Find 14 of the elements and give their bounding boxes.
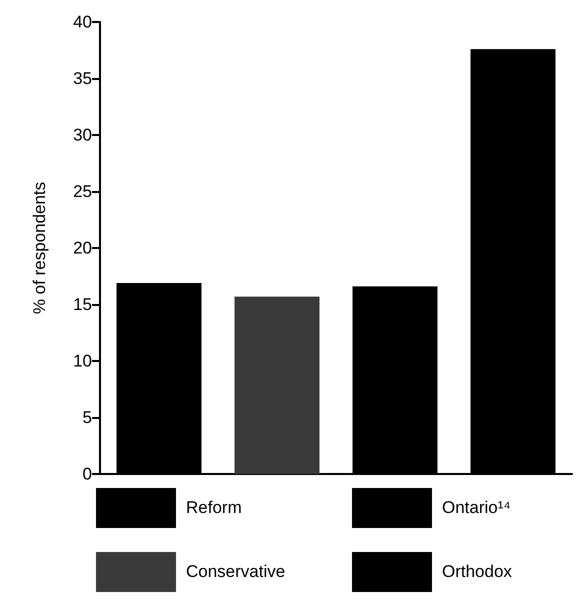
y-tick-label: 35	[73, 69, 92, 88]
y-axis-title: % of respondents	[30, 182, 49, 314]
y-tick-label: 10	[73, 352, 92, 370]
legend-label: Reform	[186, 498, 242, 518]
y-tick-label: 40	[73, 12, 92, 32]
y-tick-label: 5	[82, 408, 92, 427]
y-tick-label: 30	[73, 126, 92, 144]
y-tick-label: 20	[73, 238, 92, 258]
y-tick-label: 15	[73, 295, 92, 314]
y-tick-label: 0	[82, 464, 92, 484]
y-tick-label: 25	[73, 182, 92, 201]
legend-label: Conservative	[186, 562, 286, 582]
legend-label: Ontario¹⁴	[442, 498, 511, 518]
legend-label: Orthodox	[442, 562, 512, 582]
